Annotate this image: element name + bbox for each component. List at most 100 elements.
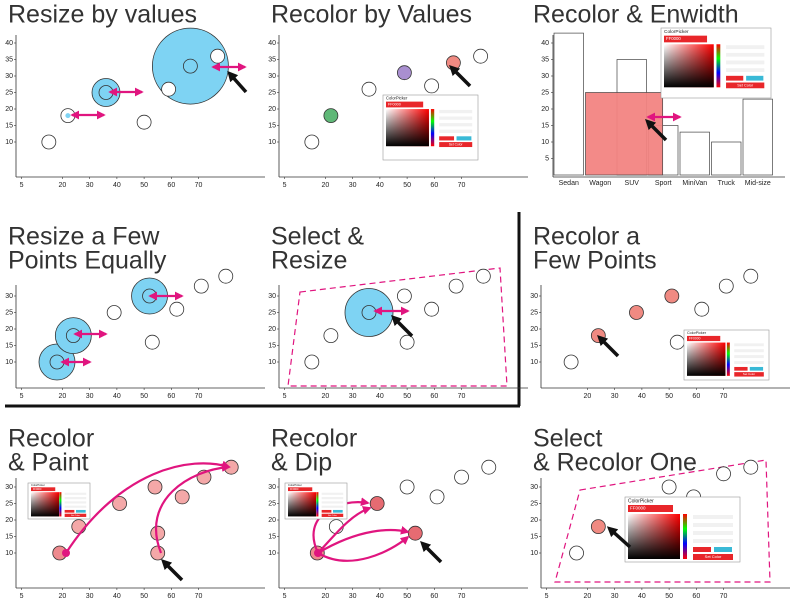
picker-field [321, 505, 344, 508]
picker-button [726, 75, 744, 81]
y-tick-label: 15 [5, 122, 13, 129]
panel-title: Resize a Few [8, 223, 160, 251]
picker-set-button [734, 372, 764, 377]
picker-hex: FF0000 [630, 506, 646, 511]
picker-button [734, 366, 748, 371]
picker-field [693, 515, 733, 519]
y-tick-label: 40 [541, 40, 549, 47]
pointer-arrow [161, 559, 184, 582]
data-point [193, 278, 209, 294]
picker-button-label: Set Color [743, 372, 755, 376]
y-tick-label: 15 [530, 342, 538, 349]
data-point [112, 496, 128, 511]
y-tick-label: 20 [541, 106, 549, 113]
x-tick-label: 30 [611, 393, 619, 400]
x-tick-label: 5 [20, 393, 24, 400]
y-tick-label: 20 [268, 106, 276, 113]
panel-title: & Dip [271, 449, 332, 477]
picker-button [746, 75, 764, 81]
data-point [396, 288, 412, 304]
picker-hex-field [31, 487, 56, 492]
drag-path [317, 506, 372, 554]
x-tick-label: Mid-size [745, 180, 771, 187]
picker-hex-field [687, 335, 721, 342]
y-tick-label: 25 [541, 89, 549, 96]
picker-set-button [439, 142, 473, 148]
x-tick-label: Sport [655, 180, 672, 187]
x-tick-label: 40 [376, 393, 384, 400]
x-tick-label: 20 [322, 393, 330, 400]
x-tick-label: 40 [638, 393, 646, 400]
panel-title: Recolor by Values [271, 1, 472, 29]
picker-square-shade [288, 492, 317, 517]
y-tick-label: 20 [5, 517, 13, 524]
y-tick-label: 15 [5, 533, 13, 540]
bar [585, 92, 664, 176]
data-point [664, 288, 680, 304]
panel-title: Recolor [271, 425, 357, 453]
x-tick-label: 20 [584, 393, 592, 400]
panel-title: & Paint [8, 449, 89, 477]
x-tick-label: 5 [283, 393, 287, 400]
picker-hue [430, 109, 435, 147]
x-tick-label: 50 [140, 393, 148, 400]
picker-button-label: Set Color [328, 514, 337, 517]
picker-button [64, 509, 75, 513]
y-tick-label: 30 [268, 484, 276, 491]
picker-set-button [64, 513, 87, 517]
x-tick-label: 30 [349, 393, 357, 400]
picker-square-shade [687, 342, 726, 376]
x-tick-label: 5 [545, 593, 549, 600]
x-tick-label: 30 [611, 593, 619, 600]
data-point [743, 459, 759, 475]
x-tick-label: 20 [59, 182, 67, 189]
picker-button-label: Set Color [705, 554, 722, 559]
panel-title: Few Points [533, 247, 657, 275]
data-point [629, 305, 644, 320]
picker-field [734, 343, 764, 347]
data-point [473, 48, 489, 64]
picker-hex: FF0000 [290, 488, 299, 491]
picker-hex-field [386, 101, 424, 108]
y-tick-label: 25 [268, 89, 276, 96]
x-tick-label: 50 [403, 393, 411, 400]
data-point [669, 334, 685, 350]
y-tick-label: 30 [268, 73, 276, 80]
x-tick-label: 60 [167, 393, 175, 400]
panel-title: Resize by values [8, 1, 197, 29]
picker-field [726, 60, 765, 65]
picker-set-button [693, 554, 733, 560]
data-point [169, 301, 185, 317]
x-tick-label: 70 [720, 593, 728, 600]
data-point [454, 469, 469, 485]
y-tick-label: 30 [530, 293, 538, 300]
drag-path [317, 535, 410, 562]
data-point [743, 268, 759, 284]
y-tick-label: 20 [5, 326, 13, 333]
panel-title: Select & [271, 223, 364, 251]
y-tick-label: 30 [268, 293, 276, 300]
x-tick-label: 30 [349, 182, 357, 189]
drag-path [154, 463, 231, 554]
picker-title: ColorPicker [31, 483, 45, 487]
y-tick-label: 10 [530, 359, 538, 366]
picker-field [64, 497, 87, 500]
x-tick-label: 40 [113, 393, 121, 400]
x-tick-label: 50 [665, 393, 673, 400]
data-point [407, 525, 423, 541]
x-tick-label: 40 [376, 593, 384, 600]
picker-button [332, 509, 343, 513]
data-point [716, 466, 731, 482]
picker-square-shade [31, 492, 60, 517]
x-tick-label: MiniVan [682, 180, 707, 187]
picker-title: ColorPicker [288, 483, 302, 487]
y-tick-label: 20 [530, 326, 538, 333]
x-tick-label: 60 [430, 393, 438, 400]
pointer-arrow [645, 119, 668, 142]
panel-title: Recolor a [533, 223, 640, 251]
y-tick-label: 10 [541, 139, 549, 146]
data-point [590, 519, 606, 534]
picker-field [321, 501, 344, 504]
